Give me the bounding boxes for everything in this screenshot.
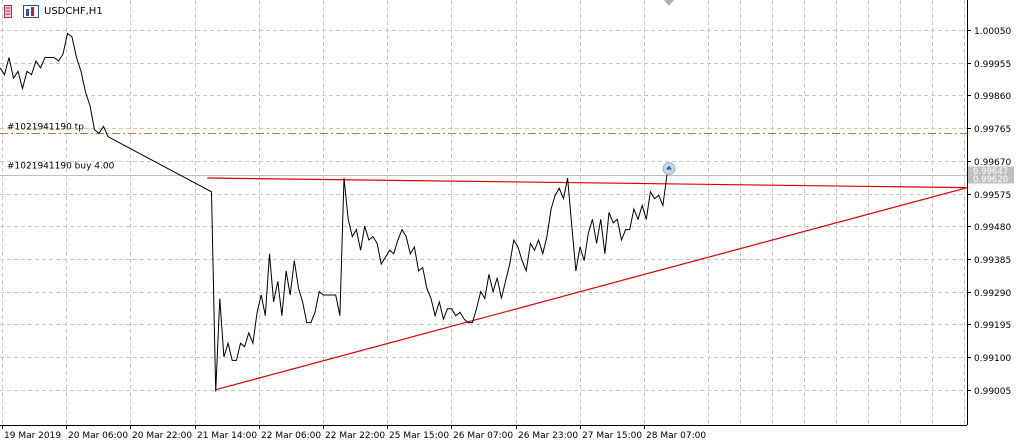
symbol-title: USDCHF,H1 [44,5,103,17]
x-tick-label: 27 Mar 15:00 [582,431,642,441]
x-tick-label: 28 Mar 07:00 [646,431,706,441]
y-tick-label: 1.00050 [974,27,1011,37]
x-tick-label: 20 Mar 06:00 [68,431,128,441]
x-tick-label: 22 Mar 22:00 [325,431,385,441]
price-tag-lower-label: 0.99620 [973,175,1008,185]
y-tick-label: 0.99195 [974,321,1011,331]
x-tick-label: 22 Mar 06:00 [261,431,321,441]
trendlines[interactable] [207,177,968,391]
y-tick-label: 0.99385 [974,256,1011,266]
x-tick-label: 20 Mar 22:00 [132,431,192,441]
support-trendline[interactable] [215,187,968,391]
y-tick-label: 0.99860 [974,92,1011,102]
x-tick-label: 21 Mar 14:00 [197,431,257,441]
y-tick-label: 0.99100 [974,354,1011,364]
chart-window-icon[interactable] [4,4,20,18]
chart-header: USDCHF,H1 [4,3,103,19]
buy-entry-label: #1021941190 buy 4.00 [7,162,115,172]
trade-levels: #1021941190 tp #1021941190 buy 4.00 [0,123,967,176]
y-tick-label: 0.99005 [974,387,1011,397]
y-tick-label: 0.99955 [974,60,1011,70]
x-tick-label: 25 Mar 15:00 [389,431,449,441]
price-series [0,32,676,392]
take-profit-label: #1021941190 tp [7,123,84,133]
price-line [0,32,668,392]
grid [0,0,967,425]
price-tag-upper [968,166,1014,176]
x-tick-label: 19 Mar 2019 [4,431,61,441]
y-tick-label: 0.99575 [974,191,1011,201]
chart-shift-marker[interactable] [664,0,674,6]
resistance-trendline[interactable] [207,177,968,189]
arrow-up-icon [666,165,672,170]
x-tick-label: 26 Mar 07:00 [453,431,513,441]
y-tick-label: 0.99290 [974,289,1011,299]
price-tag-lower [968,174,1014,184]
y-tick-label: 0.99765 [974,125,1011,135]
price-tag-upper-label: 0.99647 [973,167,1008,177]
y-tick-label: 0.99670 [974,158,1011,168]
y-tick-label: 0.99480 [974,223,1011,233]
x-tick-label: 26 Mar 23:00 [518,431,578,441]
chart-type-icon[interactable] [23,4,39,18]
